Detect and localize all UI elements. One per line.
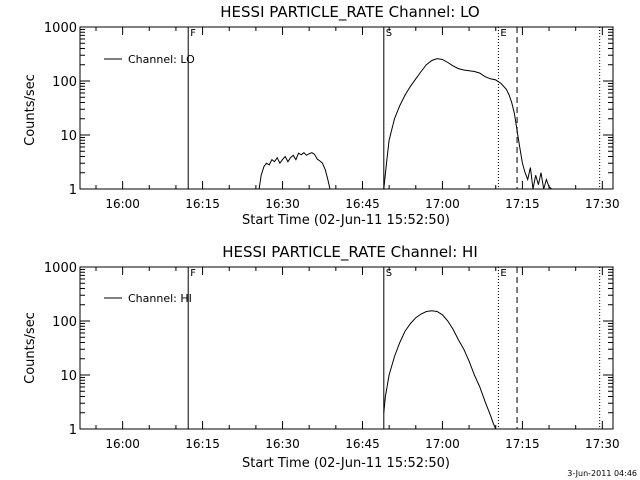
x-axis-label: Start Time (02-Jun-11 15:52:50) — [242, 213, 450, 228]
x-tick-label: 16:30 — [265, 197, 300, 211]
y-tick-label: 10 — [60, 369, 77, 384]
y-axis-label: Counts/sec — [23, 312, 38, 384]
chart-panel-lo: HESSI PARTICLE_RATE Channel: LO Start Ti… — [23, 3, 620, 228]
x-tick-label: 16:45 — [345, 197, 380, 211]
y-tick-label: 1 — [69, 423, 77, 438]
y-tick-label: 1 — [69, 183, 77, 198]
x-tick-label: 17:15 — [505, 197, 540, 211]
x-tick-label: 16:45 — [345, 437, 380, 451]
x-tick-label: 16:15 — [185, 437, 220, 451]
x-tick-label: 16:15 — [185, 197, 220, 211]
x-tick-label: 16:00 — [105, 197, 140, 211]
series-line — [383, 310, 497, 430]
x-tick-label: 17:00 — [425, 197, 460, 211]
chart-panel-hi: HESSI PARTICLE_RATE Channel: HI Start Ti… — [23, 243, 620, 471]
legend-label: Channel: LO — [128, 53, 195, 66]
y-tick-label: 10 — [60, 129, 77, 144]
x-tick-label: 17:00 — [425, 437, 460, 451]
event-marker-label: E — [500, 28, 506, 39]
event-marker-label: F — [190, 28, 196, 39]
footer-timestamp: 3-Jun-2011 04:46 — [567, 469, 637, 478]
event-marker-label: F — [190, 268, 196, 279]
legend: Channel: HI — [104, 292, 192, 305]
plot-frame — [79, 26, 614, 190]
plot-frame — [79, 266, 614, 430]
y-tick-label: 1000 — [44, 21, 77, 36]
series-line — [258, 152, 331, 190]
chart-title: HESSI PARTICLE_RATE Channel: HI — [222, 243, 478, 262]
plot-marks: 16:00 16:15 16:30 16:45 17:00 17:15 17:30 1 10 10… — [44, 21, 620, 211]
x-tick-label: 17:15 — [505, 437, 540, 451]
y-tick-label: 1000 — [44, 261, 77, 276]
x-tick-label: 17:30 — [585, 437, 620, 451]
y-axis-label: Counts/sec — [23, 74, 38, 146]
series-line — [383, 58, 553, 190]
y-tick-label: 100 — [52, 75, 77, 90]
x-tick-label: 17:30 — [585, 197, 620, 211]
y-tick-label: 100 — [52, 315, 77, 330]
x-tick-label: 16:30 — [265, 437, 300, 451]
legend: Channel: LO — [104, 53, 195, 66]
plot-marks: 16:00 16:15 16:30 16:45 17:00 17:15 17:30 1 10 10… — [44, 261, 620, 451]
x-tick-label: 16:00 — [105, 437, 140, 451]
chart-title: HESSI PARTICLE_RATE Channel: LO — [220, 3, 479, 22]
x-axis-label: Start Time (02-Jun-11 15:52:50) — [242, 456, 450, 471]
event-marker-label: S — [386, 268, 392, 279]
legend-label: Channel: HI — [128, 292, 192, 305]
event-marker-label: S — [386, 28, 392, 39]
event-marker-label: E — [500, 268, 506, 279]
